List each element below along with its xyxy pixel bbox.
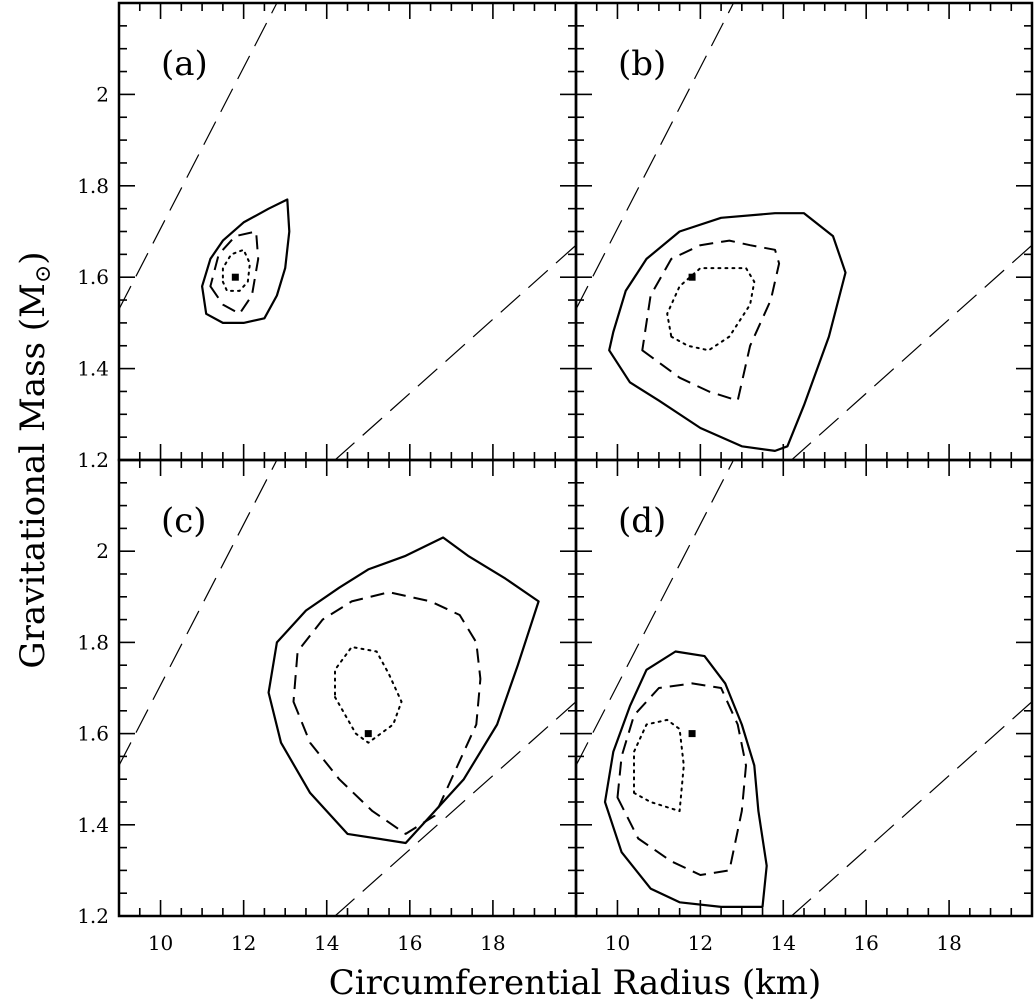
y-axis-title: Gravitational Mass (M⊙) bbox=[13, 251, 56, 668]
x-tick-label: 12 bbox=[231, 931, 256, 955]
contour-dotted bbox=[221, 248, 251, 292]
panel-0: (a) 1.2 1.4 1.6 1.8 2 bbox=[77, 1, 578, 472]
y-tick-label: 1.4 bbox=[77, 357, 109, 381]
y-axis-title-close: ) bbox=[13, 251, 53, 264]
contour-dashed bbox=[641, 239, 781, 402]
x-tick-label: 14 bbox=[314, 931, 339, 955]
panel-plot-area-3 bbox=[576, 460, 1032, 916]
center-marker bbox=[688, 730, 696, 738]
guide-line-1 bbox=[791, 244, 1032, 460]
contour-solid bbox=[608, 212, 847, 452]
y-tick-label: 1.2 bbox=[77, 904, 109, 928]
contour-dotted bbox=[666, 267, 756, 352]
guide-line-1 bbox=[334, 244, 576, 460]
y-tick-label: 1.6 bbox=[77, 722, 109, 746]
y-axis-title-sub: ⊙ bbox=[31, 265, 56, 283]
contour-dotted bbox=[334, 646, 403, 744]
guide-line-0 bbox=[576, 3, 735, 310]
center-marker bbox=[688, 273, 696, 281]
panel-2: (c) 1.2 1.4 1.6 1.8 2 10 12 14 16 18 bbox=[77, 458, 578, 955]
y-tick-label: 1.4 bbox=[77, 813, 109, 837]
contour-dashed bbox=[209, 230, 260, 315]
y-tick-label: 2 bbox=[96, 82, 109, 106]
contour-dotted bbox=[633, 718, 685, 813]
y-tick-label: 1.6 bbox=[77, 265, 109, 289]
guide-line-1 bbox=[791, 701, 1032, 916]
contour-solid bbox=[267, 536, 540, 845]
panel-plot-area-2 bbox=[119, 460, 576, 916]
contour-solid bbox=[201, 198, 291, 324]
contour-dashed bbox=[616, 682, 747, 876]
x-tick-label: 14 bbox=[771, 931, 796, 955]
x-tick-label: 16 bbox=[853, 931, 878, 955]
y-tick-label: 1.8 bbox=[77, 630, 109, 654]
guide-line-0 bbox=[576, 460, 735, 766]
x-tick-label: 10 bbox=[605, 931, 630, 955]
y-axis-title-main: Gravitational Mass (M bbox=[13, 283, 53, 668]
panel-label: (b) bbox=[618, 44, 666, 84]
guide-line-0 bbox=[119, 3, 278, 310]
contour-solid bbox=[603, 650, 768, 909]
x-tick-label: 16 bbox=[397, 931, 422, 955]
panel-label: (d) bbox=[618, 501, 666, 541]
guide-line-1 bbox=[334, 701, 576, 916]
panel-plot-area-0 bbox=[119, 3, 576, 460]
y-tick-label: 2 bbox=[96, 539, 109, 563]
panel-plot-area-1 bbox=[576, 3, 1032, 460]
y-tick-label: 1.2 bbox=[77, 448, 109, 472]
panel-label: (c) bbox=[161, 501, 207, 541]
center-marker bbox=[231, 273, 239, 281]
x-tick-label: 18 bbox=[936, 931, 961, 955]
x-axis-title: Circumferential Radius (km) bbox=[329, 963, 822, 1003]
panel-1: (b) bbox=[574, 1, 1034, 462]
x-tick-label: 18 bbox=[480, 931, 505, 955]
panel-3: (d) 10 12 14 16 18 bbox=[574, 458, 1034, 955]
panel-label: (a) bbox=[161, 44, 208, 84]
panels-layer: (a) 1.2 1.4 1.6 1.8 2 (b) (c) 1.2 1.4 1.6 1.8 2 10 12 1… bbox=[77, 1, 1034, 955]
x-tick-label: 10 bbox=[148, 931, 173, 955]
contour-dashed bbox=[292, 591, 482, 835]
y-tick-label: 1.8 bbox=[77, 174, 109, 198]
x-tick-label: 12 bbox=[688, 931, 713, 955]
center-marker bbox=[364, 730, 372, 738]
guide-line-0 bbox=[119, 460, 278, 766]
